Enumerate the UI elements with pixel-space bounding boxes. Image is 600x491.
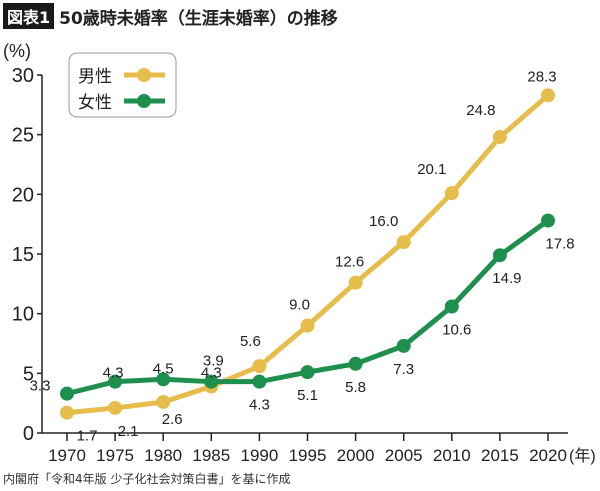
data-point: [300, 365, 315, 380]
data-label: 5.6: [240, 333, 261, 350]
title-text: 50歳時未婚率（生涯未婚率）の推移: [59, 8, 338, 29]
data-point: [348, 275, 363, 290]
y-tick-label: 20: [12, 184, 34, 206]
y-tick-label: 0: [23, 423, 34, 445]
x-tick-label: 1990: [240, 446, 278, 465]
y-axis-unit: (%): [3, 41, 31, 61]
data-point: [492, 248, 507, 263]
legend-marker: [137, 68, 151, 82]
data-label: 9.0: [289, 297, 310, 314]
data-label: 1.7: [77, 428, 98, 445]
data-label: 5.8: [345, 379, 366, 396]
x-tick-label: 1970: [48, 446, 86, 465]
data-point: [156, 372, 171, 387]
data-point: [108, 400, 123, 415]
data-label: 28.3: [527, 68, 556, 85]
chart-title: 図表1 50歳時未婚率（生涯未婚率）の推移: [3, 3, 338, 29]
data-point: [300, 318, 315, 333]
data-label: 17.8: [545, 236, 574, 253]
figure-badge: 図表1: [3, 3, 55, 29]
data-point: [60, 405, 74, 420]
data-label: 4.3: [249, 397, 270, 414]
source-note: 内閣府「令和4年版 少子化社会対策白書」を基に作成: [3, 472, 291, 486]
data-label: 3.3: [30, 378, 51, 395]
data-point: [444, 299, 459, 314]
data-label: 7.3: [393, 361, 414, 378]
data-point: [252, 374, 267, 389]
data-point: [156, 394, 171, 409]
data-label: 4.5: [153, 360, 174, 377]
x-tick-label: 1980: [144, 446, 182, 465]
series-line-male: [66, 93, 550, 416]
data-label: 4.3: [103, 365, 124, 382]
legend-label: 女性: [78, 93, 112, 112]
data-label: 10.6: [442, 322, 471, 339]
data-point: [348, 356, 363, 371]
data-label: 12.6: [335, 254, 364, 271]
data-point: [252, 359, 267, 374]
data-label: 5.1: [297, 387, 318, 404]
data-label: 2.6: [162, 411, 183, 428]
data-point: [444, 186, 459, 201]
y-tick-label: 5: [23, 363, 34, 385]
x-tick-label: 1985: [192, 446, 230, 465]
data-label: 3.9: [203, 352, 224, 369]
x-axis-unit: (年): [569, 447, 596, 465]
data-point: [396, 338, 411, 353]
y-tick-label: 10: [12, 304, 34, 326]
y-tick-label: 15: [12, 244, 34, 266]
data-label: 2.1: [118, 423, 139, 440]
y-tick-label: 30: [12, 65, 34, 87]
data-point: [541, 213, 555, 228]
data-point: [60, 386, 74, 401]
x-tick-label: 2020: [529, 446, 567, 465]
data-label: 24.8: [466, 102, 495, 119]
data-point: [108, 374, 123, 389]
x-tick-label: 2010: [433, 446, 471, 465]
x-tick-label: 1975: [96, 446, 134, 465]
data-point: [396, 235, 411, 250]
data-point: [204, 374, 219, 389]
x-tick-label: 2000: [337, 446, 375, 465]
data-point: [492, 130, 507, 145]
x-tick-label: 2005: [385, 446, 423, 465]
data-point: [541, 88, 555, 103]
x-tick-label: 1995: [289, 446, 327, 465]
x-tick-label: 2015: [481, 446, 519, 465]
data-label: 16.0: [369, 213, 398, 230]
data-label: 20.1: [417, 161, 446, 178]
legend-marker: [137, 94, 151, 108]
data-label: 4.3: [201, 365, 222, 382]
legend-label: 男性: [78, 67, 112, 86]
y-tick-label: 25: [12, 125, 34, 147]
data-label: 14.9: [492, 270, 521, 287]
